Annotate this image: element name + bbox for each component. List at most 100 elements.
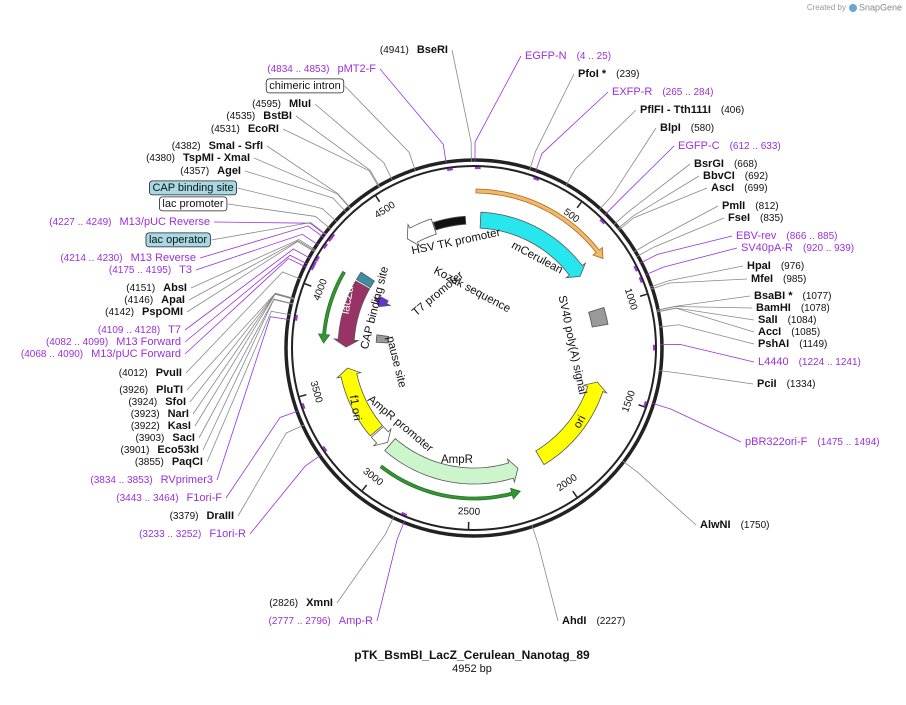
leader-line bbox=[656, 307, 755, 333]
leader-line bbox=[188, 240, 316, 301]
leader-line bbox=[237, 187, 338, 223]
site-position: (4012) bbox=[119, 368, 148, 379]
leader-line bbox=[633, 205, 719, 253]
feature-arc bbox=[355, 271, 375, 289]
site-name: BstBI bbox=[263, 110, 292, 122]
credit-logo bbox=[849, 4, 857, 12]
site-name: XmnI bbox=[306, 597, 333, 609]
primer-range: (4082 .. 4099) bbox=[46, 337, 108, 348]
primer-tick bbox=[599, 218, 605, 225]
site-name: KasI bbox=[168, 420, 191, 432]
site-position: (4146) bbox=[124, 295, 153, 306]
leader-line bbox=[621, 460, 697, 526]
primer-label: SV40pA-R (920 .. 939) bbox=[741, 242, 854, 254]
leader-line bbox=[650, 278, 748, 290]
leader-line bbox=[202, 299, 294, 451]
credit-prefix: Created by bbox=[807, 3, 846, 12]
primer-tick bbox=[301, 402, 306, 410]
site-label: (3926) PluTI bbox=[119, 384, 183, 396]
site-name: AgeI bbox=[217, 165, 241, 177]
site-label: SalI (1084) bbox=[758, 314, 816, 326]
leader-line bbox=[336, 515, 395, 604]
feature-arc bbox=[375, 334, 390, 344]
feature-box-label: chimeric intron bbox=[269, 80, 341, 92]
site-name: AhdI bbox=[562, 615, 586, 627]
leader-line bbox=[658, 370, 754, 385]
site-label: (4151) AbsI bbox=[126, 282, 187, 294]
site-position: (699) bbox=[744, 183, 767, 194]
site-position: (4357) bbox=[180, 166, 209, 177]
ruler-tick bbox=[304, 283, 312, 287]
feature-arc bbox=[373, 295, 392, 308]
primer-label: (4082 .. 4099) M13 Forward bbox=[46, 336, 181, 348]
primer-range: (4214 .. 4230) bbox=[60, 253, 122, 264]
leader-line bbox=[565, 109, 637, 187]
feature-box bbox=[149, 180, 237, 196]
site-position: (3903) bbox=[135, 433, 164, 444]
primer-name: pMT2-F bbox=[338, 63, 377, 75]
site-name: NarI bbox=[168, 408, 189, 420]
primer-label: (4227 .. 4249) M13/pUC Reverse bbox=[49, 216, 210, 228]
feature-label: SV40 poly(A) signal bbox=[556, 294, 589, 395]
site-position: (3379) bbox=[170, 511, 199, 522]
leader-line bbox=[199, 225, 325, 259]
leader-line bbox=[656, 307, 755, 321]
site-label: BamHI (1078) bbox=[756, 302, 830, 314]
leader-line bbox=[186, 241, 315, 313]
leader-line bbox=[211, 222, 327, 241]
feature-arc bbox=[332, 280, 371, 348]
site-label: AhdI (2227) bbox=[562, 615, 625, 627]
site-name: PshAI bbox=[758, 338, 789, 350]
primer-label: (4175 .. 4195) T3 bbox=[109, 264, 192, 276]
site-label: BsaBI * (1077) bbox=[754, 290, 831, 302]
feature-box-label: lac promoter bbox=[162, 198, 223, 210]
feature-arc bbox=[475, 188, 604, 260]
primer-tick bbox=[447, 168, 453, 172]
site-position: (580) bbox=[691, 123, 714, 134]
site-name: BamHI bbox=[756, 302, 791, 314]
site-label: (3903) SacI bbox=[135, 432, 195, 444]
leader-line bbox=[282, 128, 380, 189]
leader-line bbox=[379, 68, 447, 165]
primer-range: (866 .. 885) bbox=[786, 231, 837, 242]
plasmid-name: pTK_BsmBI_LacZ_Cerulean_Nanotag_89 bbox=[354, 648, 590, 662]
site-name: TspMI - XmaI bbox=[183, 152, 250, 164]
primer-name: M13/pUC Reverse bbox=[120, 216, 210, 228]
primer-tick bbox=[312, 261, 317, 268]
site-name: MluI bbox=[289, 98, 311, 110]
site-label: (4012) PvuII bbox=[119, 367, 182, 379]
ruler-tick bbox=[375, 195, 381, 203]
feature-arc bbox=[335, 367, 384, 437]
leader-line bbox=[529, 73, 575, 171]
leader-line bbox=[225, 410, 300, 499]
leader-line bbox=[598, 127, 657, 211]
primer-range: (4068 .. 4090) bbox=[21, 349, 83, 360]
primer-range: (1224 .. 1241) bbox=[799, 357, 861, 368]
leader-line bbox=[184, 248, 312, 331]
feature-label: lacZα bbox=[340, 285, 357, 315]
leader-line bbox=[213, 221, 327, 236]
feature-arc bbox=[479, 211, 587, 279]
primer-name: EBV-rev bbox=[736, 230, 777, 242]
site-label: (3901) Eco53kI bbox=[121, 444, 200, 456]
leader-line bbox=[658, 324, 755, 345]
feature-arc bbox=[384, 438, 519, 485]
leader-line bbox=[314, 103, 393, 181]
backbone-outer bbox=[284, 158, 664, 538]
leader-line bbox=[184, 258, 307, 355]
primer-tick bbox=[401, 511, 408, 516]
site-position: (835) bbox=[760, 213, 783, 224]
site-position: (406) bbox=[721, 105, 744, 116]
primer-tick bbox=[643, 401, 647, 408]
primer-label: (4068 .. 4090) M13/pUC Forward bbox=[21, 348, 181, 360]
site-position: (692) bbox=[745, 171, 768, 182]
site-label: (4535) BstBI bbox=[226, 110, 292, 122]
feature-box-label: CAP binding site bbox=[152, 182, 233, 194]
primer-name: Amp-R bbox=[339, 615, 373, 627]
site-position: (1085) bbox=[791, 327, 820, 338]
leader-line bbox=[451, 49, 472, 163]
site-name: MfeI bbox=[751, 273, 773, 285]
site-name: BbvCI bbox=[703, 170, 735, 182]
leader-line bbox=[216, 316, 291, 481]
